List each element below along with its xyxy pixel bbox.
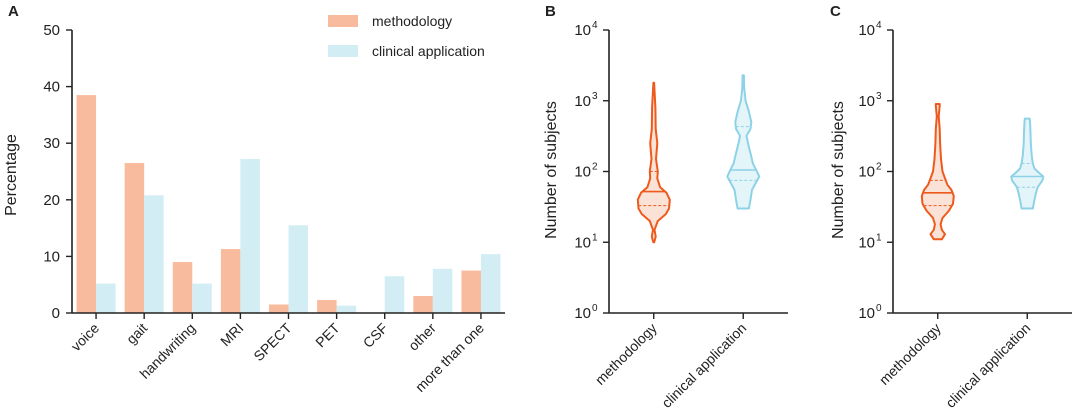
bars-a <box>76 95 501 313</box>
legend-a: methodology clinical application <box>328 13 485 59</box>
bar-methodology <box>461 270 481 313</box>
bar-methodology <box>413 296 433 313</box>
y-tick-label: 40 <box>43 79 60 96</box>
y-tick-label: 10 <box>574 305 591 322</box>
x-tick-label: gait <box>123 320 150 347</box>
y-tick-exponent: 3 <box>876 91 882 102</box>
y-tick-exponent: 2 <box>592 162 598 173</box>
bar-methodology <box>76 95 97 313</box>
y-tick-label: 10 <box>858 305 875 322</box>
legend-label-methodology: methodology <box>372 13 452 29</box>
x-tick-label: voice <box>68 320 103 355</box>
y-tick-exponent: 2 <box>876 162 882 173</box>
legend-swatch-clinical-application <box>328 45 358 57</box>
x-tick-label: SPECT <box>250 319 295 364</box>
x-tick-label: clinical application <box>658 320 749 411</box>
y-tick-label: 20 <box>43 192 60 209</box>
y-tick-label: 10 <box>43 248 60 265</box>
panel-letter-a: A <box>8 3 19 20</box>
y-tick-label: 10 <box>574 93 591 110</box>
y-axis-ticks-a: 0 10 20 30 40 50 <box>43 22 72 322</box>
x-tick-label: methodology <box>876 320 944 388</box>
y-tick-exponent: 4 <box>876 20 882 31</box>
violins-c <box>920 103 1045 241</box>
bar-clinical-application <box>192 283 212 313</box>
y-tick-exponent: 3 <box>592 91 598 102</box>
y-axis-title-a: Percentage <box>3 134 20 216</box>
y-tick-exponent: 1 <box>876 232 882 243</box>
legend-label-clinical-application: clinical application <box>372 43 485 59</box>
legend-swatch-methodology <box>328 15 358 27</box>
y-tick-exponent: 4 <box>592 20 598 31</box>
y-tick-exponent: 0 <box>876 303 882 314</box>
bar-methodology <box>172 262 193 313</box>
y-tick-exponent: 0 <box>592 303 598 314</box>
y-axis-title-c: Number of subjects <box>830 101 847 239</box>
y-tick-label: 10 <box>858 164 875 181</box>
y-tick-label: 0 <box>52 305 60 322</box>
bar-clinical-application <box>288 225 308 313</box>
panel-letter-b: B <box>545 3 556 20</box>
y-tick-exponent: 1 <box>592 232 598 243</box>
violin-methodology <box>920 103 955 241</box>
bar-clinical-application <box>384 276 405 313</box>
violins-b <box>636 74 761 244</box>
y-tick-label: 10 <box>574 164 591 181</box>
y-tick-label: 10 <box>858 234 875 251</box>
y-tick-label: 50 <box>43 22 60 39</box>
x-tick-label: CSF <box>360 320 391 351</box>
y-tick-label: 10 <box>574 234 591 251</box>
violin-clinical-application <box>726 74 761 210</box>
bar-methodology <box>269 304 289 313</box>
bar-clinical-application <box>240 159 260 313</box>
y-tick-label: 10 <box>574 22 591 39</box>
y-axis-title-b: Number of subjects <box>543 101 560 239</box>
y-tick-label: 10 <box>858 93 875 110</box>
bar-methodology <box>124 163 145 313</box>
y-tick-label: 30 <box>43 135 60 152</box>
y-tick-label: 10 <box>858 22 875 39</box>
bar-clinical-application <box>144 195 164 313</box>
bar-clinical-application <box>480 254 501 313</box>
bar-clinical-application <box>432 268 453 313</box>
bar-clinical-application <box>336 305 357 313</box>
bar-clinical-application <box>96 283 116 313</box>
x-tick-label: methodology <box>592 320 660 388</box>
x-tick-label: MRI <box>217 320 246 349</box>
x-tick-label: PET <box>312 319 343 350</box>
violin-methodology <box>636 81 671 244</box>
bar-methodology <box>317 299 337 313</box>
x-tick-label: clinical application <box>942 320 1033 411</box>
panel-letter-c: C <box>830 3 841 20</box>
x-tick-label: other <box>405 320 439 354</box>
bar-methodology <box>220 249 241 313</box>
